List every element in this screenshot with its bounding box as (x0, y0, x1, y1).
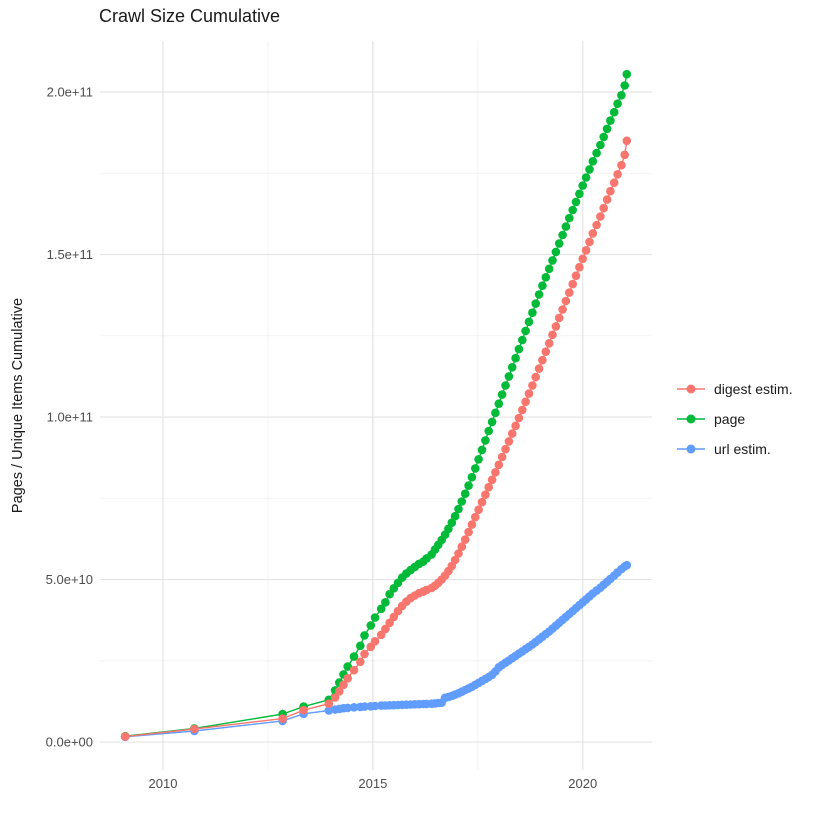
svg-text:2020: 2020 (568, 776, 597, 791)
legend-label: digest estim. (714, 380, 793, 397)
legend-item-url-estim: url estim. (676, 438, 793, 459)
chart-title: Crawl Size Cumulative (99, 6, 281, 26)
legend-item-digest-estim: digest estim. (676, 378, 793, 399)
svg-text:2010: 2010 (149, 776, 178, 791)
legend-key-url-icon (677, 444, 705, 453)
svg-text:2015: 2015 (358, 776, 387, 791)
legend-item-page: page (676, 408, 793, 429)
svg-text:1.0e+11: 1.0e+11 (47, 410, 93, 425)
svg-text:1.5e+11: 1.5e+11 (47, 247, 93, 262)
legend-key-page-icon (677, 414, 705, 423)
svg-text:0.0e+00: 0.0e+00 (46, 735, 93, 750)
legend-label: url estim. (714, 440, 771, 457)
legend-key-digest-icon (677, 384, 705, 393)
legend: digest estim. page url estim. (676, 378, 793, 459)
svg-text:5.0e+10: 5.0e+10 (46, 572, 93, 587)
svg-text:Pages / Unique Items Cumulativ: Pages / Unique Items Cumulative (10, 298, 26, 513)
legend-label: page (714, 410, 746, 427)
svg-text:2.0e+11: 2.0e+11 (47, 85, 93, 100)
